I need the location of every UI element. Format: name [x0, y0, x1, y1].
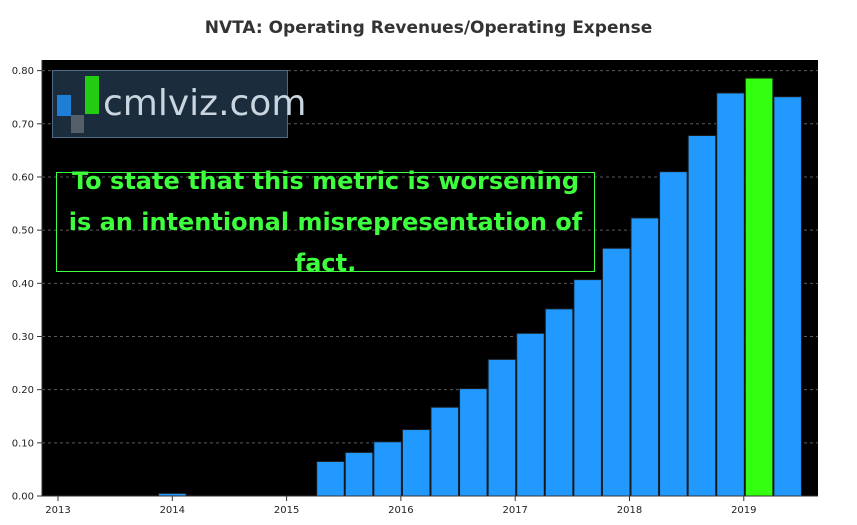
- bar: [716, 92, 745, 497]
- logo-green-square: [85, 76, 99, 114]
- logo-blue-square: [57, 95, 71, 116]
- chart-title: NVTA: Operating Revenues/Operating Expen…: [204, 18, 653, 38]
- bar: [630, 217, 660, 497]
- x-tick-label: 2017: [502, 505, 527, 516]
- bar: [687, 135, 717, 497]
- bars: [158, 77, 802, 497]
- bar: [430, 406, 460, 497]
- y-tick-label: 0.70: [12, 119, 34, 130]
- x-tick-label: 2015: [274, 505, 299, 516]
- bar: [544, 308, 574, 497]
- y-tick-label: 0.40: [12, 279, 34, 290]
- bar: [459, 388, 488, 497]
- bar: [773, 96, 802, 497]
- y-tick-label: 0.50: [12, 226, 34, 237]
- y-tick-label: 0.10: [12, 438, 34, 449]
- cmlviz-logo: cmlviz.com: [52, 70, 306, 138]
- bar: [659, 171, 688, 497]
- y-tick-label: 0.00: [12, 492, 34, 503]
- y-tick-label: 0.20: [12, 385, 34, 396]
- bar: [573, 279, 602, 497]
- y-tick-label: 0.80: [12, 66, 34, 77]
- bar: [401, 429, 431, 497]
- bar: [601, 247, 631, 497]
- x-tick-label: 2018: [617, 505, 642, 516]
- bar: [487, 358, 517, 497]
- axes: 0.00 0.10 0.20 0.30 0.40 0.50 0.60 0.70 0.80 2013…: [12, 60, 818, 516]
- bar-highlighted: [744, 77, 774, 497]
- logo-gray-square: [71, 115, 84, 133]
- bar: [516, 332, 545, 497]
- x-tick-label: 2014: [160, 505, 185, 516]
- bar: [316, 460, 345, 497]
- annotation-box: To state that this metric is worsening i…: [56, 167, 595, 277]
- x-tick-label: 2019: [731, 505, 756, 516]
- y-tick-label: 0.60: [12, 172, 34, 183]
- logo-text: cmlviz.com: [103, 83, 307, 124]
- x-tick-label: 2016: [388, 505, 413, 516]
- bar: [344, 451, 374, 497]
- annotation-text: To state that this metric is worsening i…: [68, 166, 583, 277]
- x-tick-label: 2013: [45, 505, 70, 516]
- y-tick-label: 0.30: [12, 332, 34, 343]
- bar: [373, 441, 402, 497]
